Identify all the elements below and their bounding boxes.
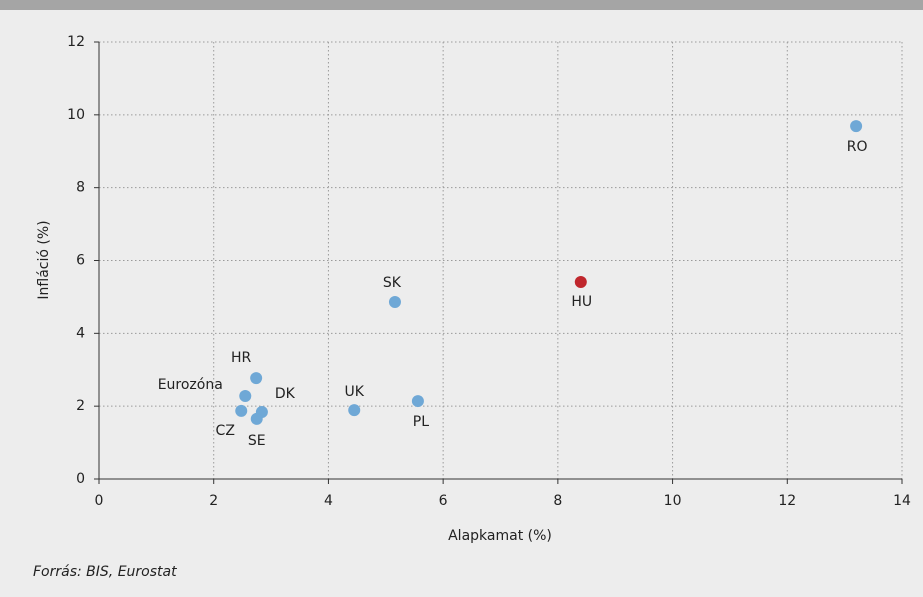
point-label: HR: [231, 350, 252, 366]
x-tick-label: 10: [664, 493, 682, 509]
data-point: [574, 275, 587, 288]
data-point: [239, 389, 252, 402]
x-tick-label: 8: [553, 493, 562, 509]
point-label: DK: [275, 386, 296, 402]
point-label: UK: [345, 384, 365, 400]
y-tick-label: 0: [76, 471, 85, 487]
point-label: CZ: [216, 423, 235, 439]
point-label: PL: [413, 414, 429, 430]
point-label: RO: [847, 139, 868, 155]
data-point: [250, 372, 263, 385]
x-tick-label: 4: [324, 493, 333, 509]
x-tick-label: 12: [778, 493, 796, 509]
y-tick-label: 10: [67, 107, 85, 123]
x-axis-title: Alapkamat (%): [448, 528, 552, 544]
data-point: [411, 395, 424, 408]
y-axis-title: Infláció (%): [36, 220, 52, 299]
point-label: SK: [383, 275, 402, 291]
data-point: [250, 412, 263, 425]
header-bar: [0, 0, 923, 10]
y-tick-label: 8: [76, 180, 85, 196]
y-tick-label: 2: [76, 398, 85, 414]
point-label: SE: [248, 433, 266, 449]
source-note: Forrás: BIS, Eurostat: [33, 564, 177, 580]
data-point: [235, 404, 248, 417]
y-tick-label: 4: [76, 325, 85, 341]
x-tick-label: 0: [95, 493, 104, 509]
x-tick-label: 6: [439, 493, 448, 509]
y-tick-label: 12: [67, 34, 85, 50]
x-tick-label: 14: [893, 493, 911, 509]
data-point: [850, 120, 863, 133]
point-label: HU: [571, 294, 592, 310]
point-label: Eurozóna: [158, 377, 223, 393]
y-tick-label: 6: [76, 253, 85, 269]
x-tick-label: 2: [209, 493, 218, 509]
data-point: [348, 404, 361, 417]
data-point: [388, 296, 401, 309]
